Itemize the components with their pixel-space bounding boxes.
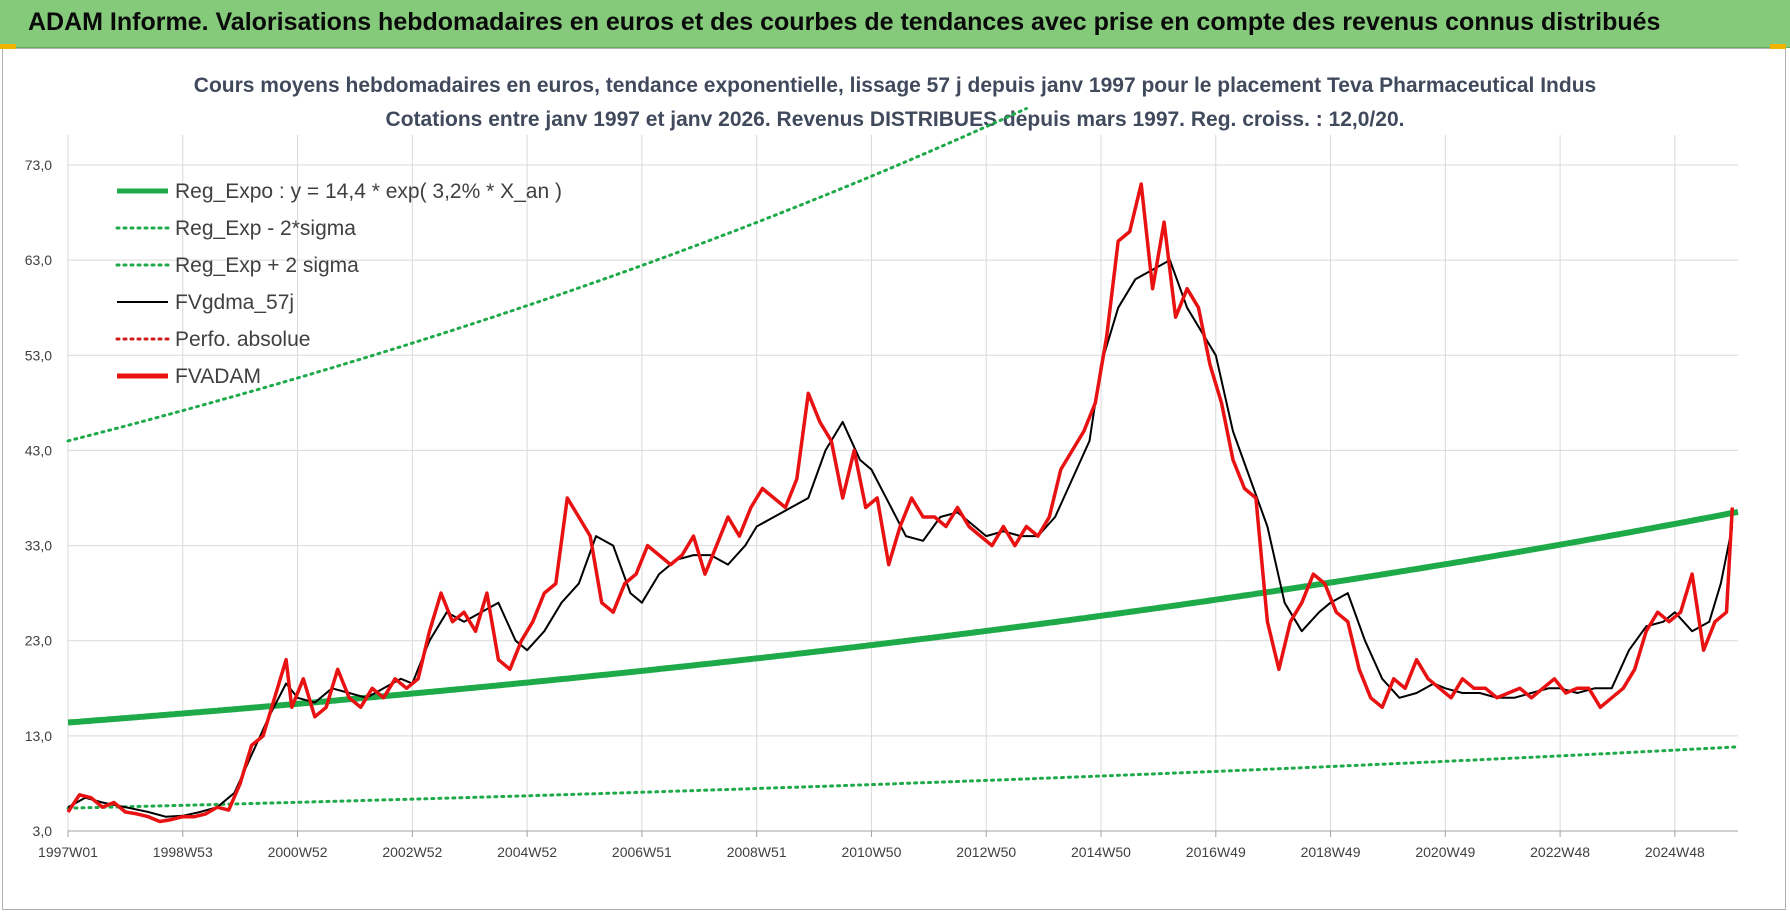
chart-grid: [67, 135, 1738, 832]
series-line: [66, 107, 1028, 443]
y-tick-label: 13,0: [25, 728, 52, 744]
chart-title: Cours moyens hebdomadaires en euros, ten…: [194, 74, 1596, 97]
chart-frame: [2, 48, 1786, 910]
x-tick-label: 2004W52: [497, 844, 557, 860]
corner-marker: [0, 44, 16, 49]
y-tick-label: 73,0: [25, 157, 52, 173]
x-tick-label: 2020W49: [1415, 844, 1475, 860]
series-line: [66, 745, 1740, 810]
legend-label: Reg_Exp + 2 sigma: [175, 254, 359, 277]
y-axis: 3,0 13,0 23,0 33,0 43,0 53,0 63,0 73,0: [25, 157, 52, 839]
x-tick-label: 2002W52: [382, 844, 442, 860]
series-line: [67, 508, 1739, 726]
series-line: [67, 259, 1734, 818]
x-tick-label: 2012W50: [956, 844, 1016, 860]
y-tick-label: 33,0: [25, 538, 52, 554]
series-line: [66, 182, 1735, 824]
x-tick-label: 2018W49: [1301, 844, 1361, 860]
legend-label: FVgdma_57j: [175, 291, 294, 314]
x-tick-label: 2022W48: [1530, 844, 1590, 860]
x-tick-label: 2010W50: [841, 844, 901, 860]
y-tick-label: 23,0: [25, 633, 52, 649]
x-tick-label: 2006W51: [612, 844, 672, 860]
y-tick-label: 43,0: [25, 442, 52, 458]
chart-legend: Reg_Expo : y = 14,4 * exp( 3,2% * X_an )…: [115, 180, 562, 388]
x-tick-label: 2000W52: [268, 844, 328, 860]
report-title: ADAM Informe. Valorisations hebdomadaire…: [28, 8, 1661, 36]
x-tick-label: 2024W48: [1645, 844, 1705, 860]
chart-series: [66, 107, 1740, 824]
chart-subtitle: Cotations entre janv 1997 et janv 2026. …: [386, 108, 1405, 131]
x-tick-label: 2008W51: [727, 844, 787, 860]
x-tick-label: 2014W50: [1071, 844, 1131, 860]
corner-marker: [1770, 44, 1786, 49]
x-tick-label: 1997W01: [38, 844, 98, 860]
report-header: ADAM Informe. Valorisations hebdomadaire…: [0, 0, 1790, 48]
x-tick-label: 1998W53: [153, 844, 213, 860]
y-tick-label: 63,0: [25, 252, 52, 268]
legend-label: Reg_Exp - 2*sigma: [175, 217, 356, 240]
y-tick-label: 3,0: [33, 823, 53, 839]
legend-label: Reg_Expo : y = 14,4 * exp( 3,2% * X_an ): [175, 180, 562, 203]
x-tick-label: 2016W49: [1186, 844, 1246, 860]
legend-label: Perfo. absolue: [175, 328, 310, 351]
y-tick-label: 53,0: [25, 347, 52, 363]
legend-label: FVADAM: [175, 365, 261, 388]
x-axis: 1997W01 1998W53 2000W52 2002W52 2004W52 2006W…: [38, 830, 1738, 860]
